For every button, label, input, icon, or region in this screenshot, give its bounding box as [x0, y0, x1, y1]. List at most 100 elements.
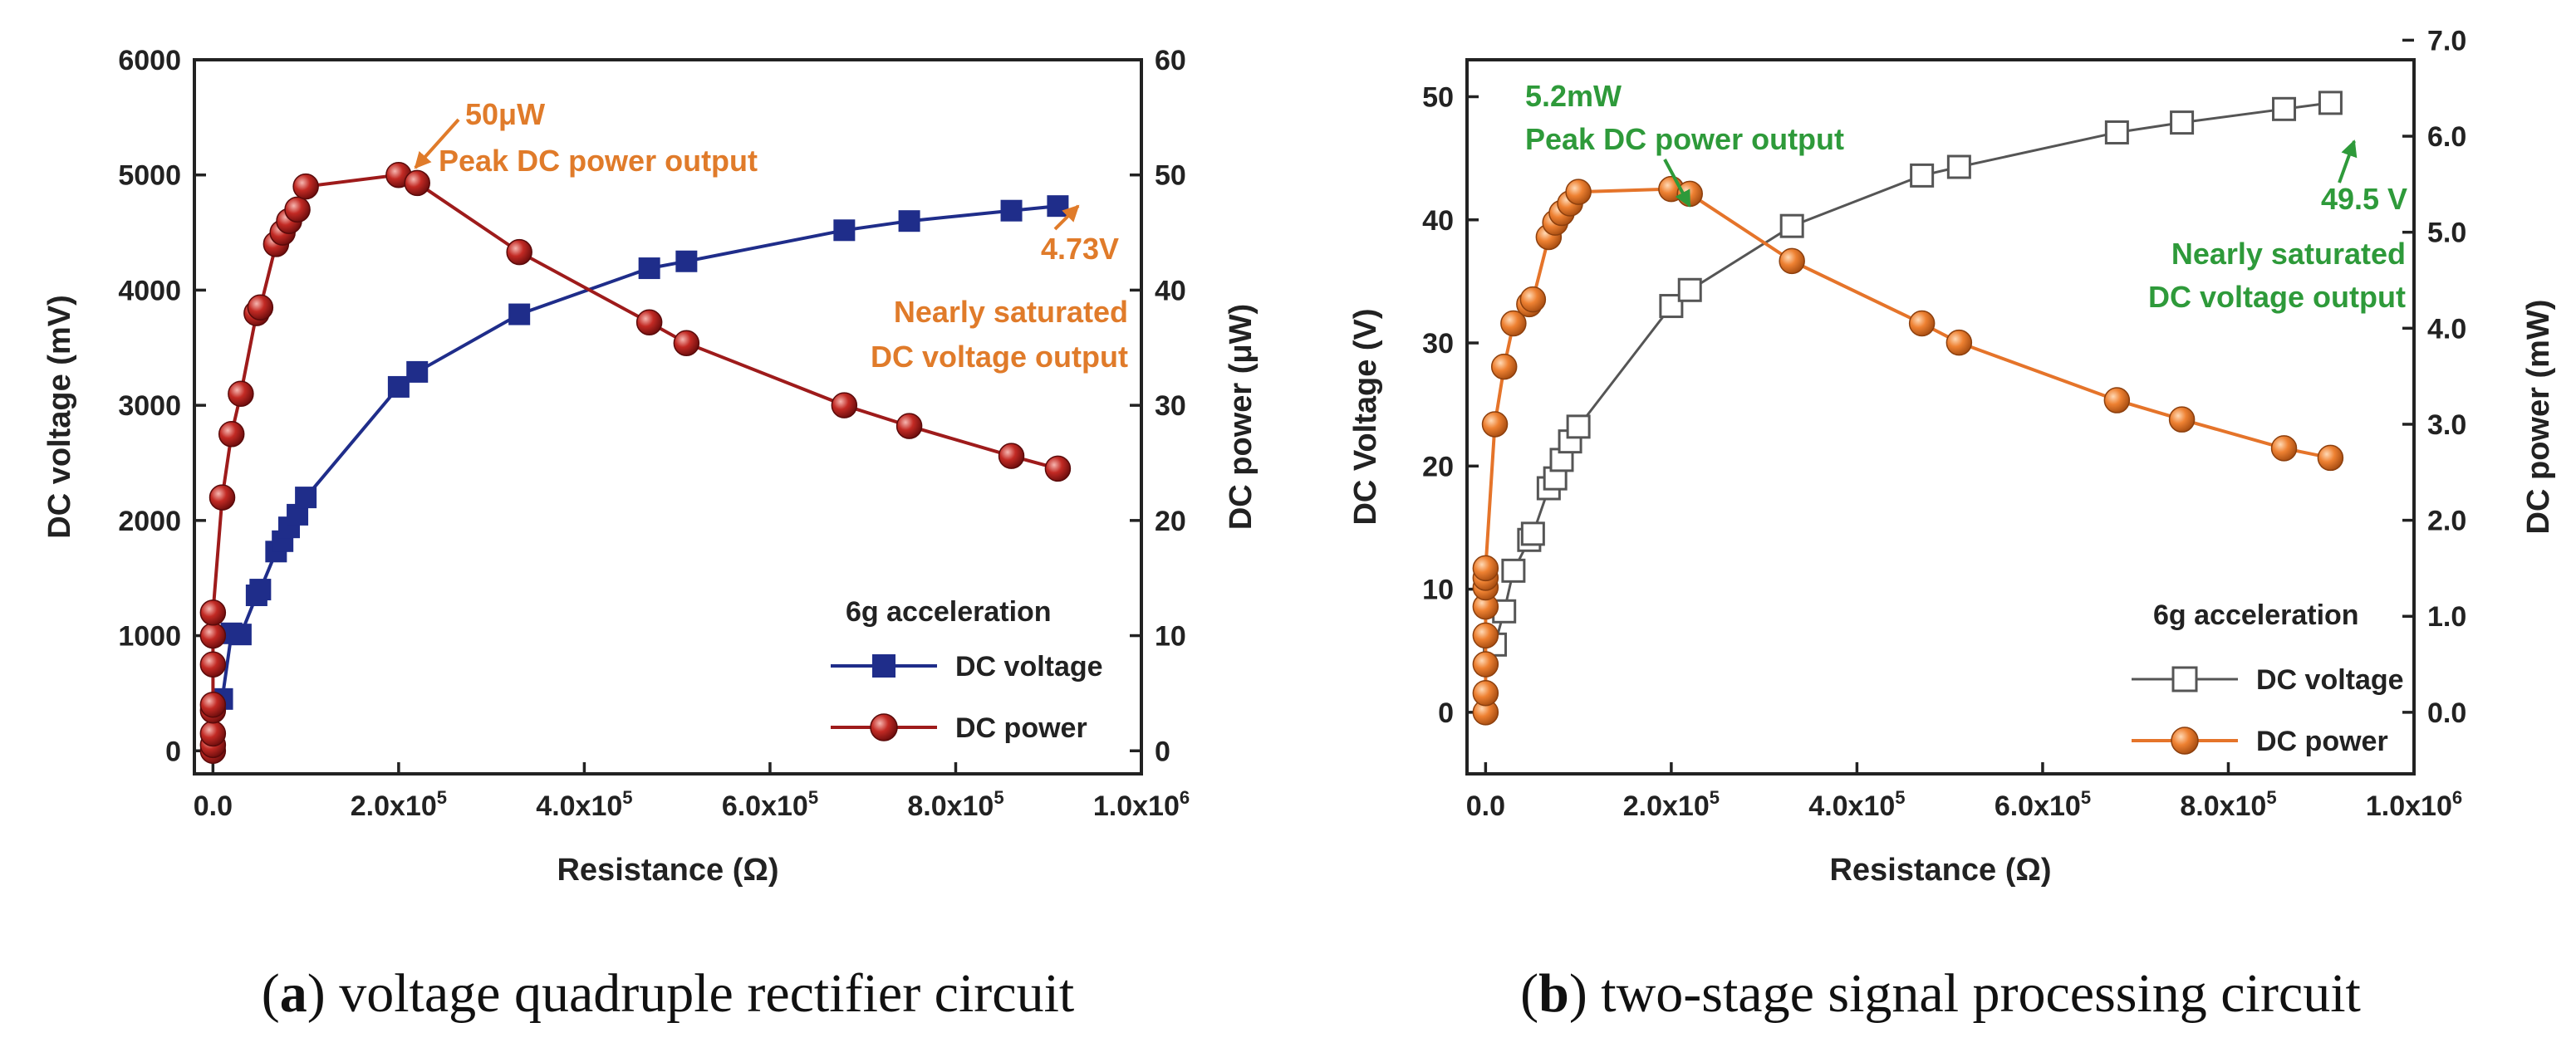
ticks-b: 0.0 2.0x105 4.0x105 6.0x105 8.0x105 1.0x106 0 1…: [1422, 25, 2466, 822]
data-point-dc-power-a: [199, 692, 227, 718]
data-point-dc-power-a: [199, 622, 227, 649]
panel-a: 0.0 2.0x105 4.0x105 6.0x105 8.0x105 1.0x106 0 1…: [42, 45, 1259, 888]
data-point-dc-power-a: [998, 443, 1025, 469]
y-right-title-a: DC power (μW): [1224, 304, 1259, 530]
caption-a: (a) voltage quadruple rectifier circuit: [262, 963, 1075, 1024]
y-left-tick-label-b: 20: [1422, 451, 1454, 482]
data-point-dc-voltage-b: [1566, 414, 1591, 439]
ticks-a: 0.0 2.0x105 4.0x105 6.0x105 8.0x105 1.0x106 0 1…: [118, 45, 1190, 822]
caption-a-text: voltage quadruple rectifier circuit: [326, 963, 1075, 1024]
annotation-saturated-a: 4.73V Nearly saturated DC voltage output: [871, 204, 1128, 374]
legend-marker-power-b: [2171, 727, 2199, 755]
y-right-tick-label-b: 6.0: [2427, 121, 2466, 153]
y-right-tick-label-a: 0: [1155, 736, 1170, 767]
annotation-saturated-b-arrow: [2338, 139, 2358, 183]
y-left-tick-label-b: 40: [1422, 205, 1454, 237]
data-point-dc-voltage-b: [1946, 154, 1971, 179]
x-tick-label-a: 2.0x105: [351, 787, 447, 822]
data-point-dc-power-b: [2270, 435, 2298, 462]
legend-marker-voltage-b: [2171, 666, 2198, 692]
y-right-tick-label-a: 50: [1155, 160, 1186, 192]
y-left-tick-label-b: 30: [1422, 328, 1454, 360]
y-right-tick-label-a: 60: [1155, 45, 1186, 76]
annotation-peak-b: 5.2mW Peak DC power output: [1525, 79, 1844, 208]
data-point-dc-power-b: [1565, 179, 1592, 205]
data-point-dc-voltage-a: [229, 624, 252, 646]
annotation-saturated-b-line2: Nearly saturated: [2171, 237, 2406, 271]
data-point-dc-voltage-a: [638, 257, 660, 280]
x-tick-label-a: 4.0x105: [536, 787, 632, 822]
data-point-dc-voltage-b: [1520, 521, 1545, 546]
x-tick-label-a: 0.0: [194, 790, 233, 822]
x-title-a: Resistance (Ω): [557, 853, 778, 888]
y-right-tick-label-a: 40: [1155, 275, 1186, 306]
annotation-saturated-b: 49.5 V Nearly saturated DC voltage outpu…: [2148, 139, 2407, 314]
y-left-tick-label-b: 10: [1422, 575, 1454, 606]
data-point-dc-voltage-b: [2272, 96, 2297, 121]
y-left-title-b: DC Voltage (V): [1348, 308, 1383, 525]
y-left-tick-label-a: 6000: [118, 45, 181, 76]
y-right-tick-label-a: 20: [1155, 506, 1186, 537]
data-point-dc-power-a: [284, 196, 311, 223]
y-right-tick-label-b: 4.0: [2427, 313, 2466, 345]
data-point-dc-voltage-b: [1549, 448, 1574, 472]
annotation-peak-a-line1: 50μW: [465, 97, 545, 131]
annotation-saturated-b-line1: 49.5 V: [2321, 182, 2407, 216]
data-point-dc-power-b: [1472, 679, 1499, 707]
annotation-saturated-a-arrow: [1053, 204, 1080, 231]
y-left-tick-label-b: 0: [1438, 697, 1454, 729]
caption-a-letter: a: [280, 963, 307, 1024]
data-point-dc-power-b: [1676, 180, 1703, 208]
data-point-dc-voltage-a: [387, 375, 410, 398]
y-right-tick-label-b: 3.0: [2427, 409, 2466, 441]
data-point-dc-voltage-a: [249, 579, 272, 601]
y-right-tick-label-a: 10: [1155, 621, 1186, 653]
annotation-peak-b-line1: 5.2mW: [1525, 79, 1622, 113]
x-tick-label-b: 8.0x105: [2180, 787, 2276, 822]
data-point-dc-power-a: [635, 309, 663, 336]
data-point-dc-voltage-b: [1501, 558, 1526, 583]
data-point-dc-power-a: [673, 330, 700, 356]
data-point-dc-voltage-a: [406, 360, 429, 383]
data-point-dc-power-b: [1500, 310, 1527, 337]
legend-title-b: 6g acceleration: [2153, 599, 2359, 631]
y-right-title-b: DC power (mW): [2521, 300, 2556, 535]
legend-label-power-b: DC power: [2256, 726, 2388, 757]
data-point-dc-power-b: [1519, 286, 1547, 313]
data-point-dc-power-a: [1044, 455, 1072, 482]
y-left-tick-label-a: 2000: [118, 506, 181, 537]
data-point-dc-voltage-b: [1779, 213, 1804, 238]
data-point-dc-voltage-a: [675, 250, 698, 272]
data-point-dc-power-b: [1481, 411, 1509, 438]
legend-label-voltage-a: DC voltage: [955, 651, 1103, 683]
x-tick-label-b: 2.0x105: [1623, 787, 1720, 822]
data-point-dc-power-a: [199, 599, 227, 626]
panel-b: 0.0 2.0x105 4.0x105 6.0x105 8.0x105 1.0x106 0 1…: [1348, 25, 2556, 888]
x-title-b: Resistance (Ω): [1829, 853, 2051, 888]
legend-marker-power-a: [870, 713, 898, 741]
data-point-dc-voltage-b: [1677, 277, 1702, 302]
data-point-dc-power-b: [1472, 555, 1499, 582]
data-point-dc-power-a: [218, 421, 245, 448]
data-point-dc-power-b: [1490, 353, 1518, 380]
x-tick-label-a: 8.0x105: [907, 787, 1003, 822]
y-left-tick-label-a: 3000: [118, 390, 181, 422]
series-group-b: [1472, 91, 2344, 726]
y-left-tick-label-a: 4000: [118, 275, 181, 306]
annotation-peak-b-arrow: [1663, 159, 1691, 208]
y-left-tick-label-a: 0: [165, 736, 181, 767]
legend-b: 6g acceleration DC voltage DC power: [2132, 599, 2404, 757]
data-point-dc-voltage-a: [1047, 195, 1069, 218]
y-right-tick-label-b: 7.0: [2427, 25, 2466, 56]
y-right-tick-label-b: 1.0: [2427, 601, 2466, 633]
data-point-dc-power-a: [209, 484, 236, 511]
data-point-dc-power-b: [1945, 329, 1973, 356]
annotation-peak-b-line2: Peak DC power output: [1525, 122, 1844, 156]
data-point-dc-power-a: [247, 294, 274, 320]
data-point-dc-voltage-b: [2104, 120, 2129, 144]
legend-title-a: 6g acceleration: [846, 596, 1052, 628]
data-point-dc-power-b: [1472, 622, 1499, 649]
y-left-tick-label-a: 5000: [118, 160, 181, 192]
x-tick-label-a: 1.0x106: [1093, 787, 1190, 822]
legend-marker-voltage-a: [872, 654, 895, 678]
